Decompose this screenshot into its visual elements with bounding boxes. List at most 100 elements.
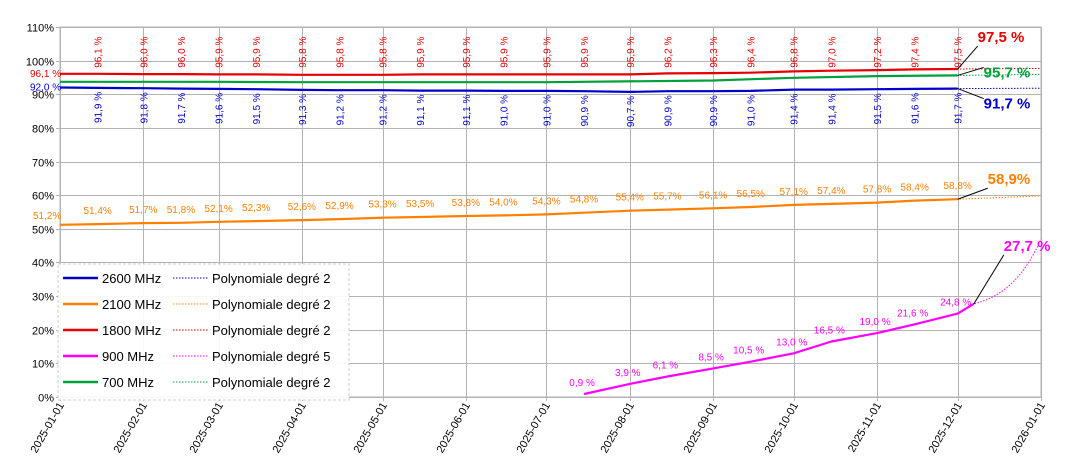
data-label-2600-mhz: 91,0 % [747,95,758,126]
data-label-1800-mhz: 95,9 % [462,37,473,68]
data-label-1800-mhz: 96,0 % [177,37,188,68]
x-tick-label: 2026-01-01 [1010,401,1049,456]
data-label-2600-mhz: 90,7 % [626,96,637,127]
data-label-2600-mhz: 91,5 % [252,93,263,124]
data-label-1800-mhz: 95,8 % [379,37,390,68]
data-label-2100-mhz: 56,5% [737,189,765,200]
data-label-1800-mhz: 95,8 % [298,37,309,68]
y-tick-label: 110% [27,23,55,35]
data-label-2600-mhz: 92,0 % [30,83,61,94]
data-label-2100-mhz: 57,4% [817,186,845,197]
data-label-2100-mhz: 52,9% [325,201,353,212]
data-label-1800-mhz: 96,4 % [747,37,758,68]
data-label-2100-mhz: 52,3% [242,203,270,214]
data-label-2600-mhz: 91,0 % [499,95,510,126]
series-line-700-mhz [60,74,958,84]
data-label-1800-mhz: 95,9 % [416,37,427,68]
data-label-2600-mhz: 91,3 % [298,94,309,125]
data-labels: 92,0 % 91,9 % 91,8 % 91,7 % 91,6 % 91,5 % 91,3… [30,37,972,389]
data-label-1800-mhz: 96,0 % [139,37,150,68]
data-label-2600-mhz: 91,1 % [462,94,473,125]
y-axis-ticks: 0% 10% 20% 30% 40% 50% 60% 70% 80% 90% 100% 110% [26,23,54,405]
x-tick-label: 2025-01-01 [29,401,68,456]
y-tick-label: 40% [32,258,54,270]
data-label-2100-mhz: 51,8% [167,205,195,216]
data-label-2100-mhz: 55,7% [653,192,681,203]
data-label-2600-mhz: 91,5 % [873,93,884,124]
data-label-2600-mhz: 91,0 % [542,95,553,126]
data-label-1800-mhz: 95,9 % [626,37,637,68]
data-label-1800-mhz: 96,2 % [663,37,674,68]
data-label-2600-mhz: 91,7 % [177,92,188,123]
y-tick-label: 100% [26,57,54,69]
data-label-2100-mhz: 52,6% [288,202,316,213]
x-tick-label: 2025-03-01 [188,401,227,456]
data-label-2100-mhz: 53,5% [406,199,434,210]
end-label-2100-mhz: 58,9% [988,171,1031,188]
end-label-700-mhz: 95,7 % [984,64,1031,81]
data-label-2600-mhz: 91,4 % [790,93,801,124]
data-label-1800-mhz: 96,8 % [790,37,801,68]
y-tick-label: 60% [32,191,54,203]
data-label-2100-mhz: 51,2% [33,211,61,222]
data-label-1800-mhz: 96,3 % [709,37,720,68]
data-label-900-mhz: 16,5 % [814,326,845,337]
data-label-2600-mhz: 91,8 % [139,92,150,123]
data-label-2100-mhz: 57,1% [780,187,808,198]
data-label-2600-mhz: 90,9 % [709,95,720,126]
data-label-1800-mhz: 97,5 % [954,37,965,68]
x-tick-label: 2025-11-01 [846,401,884,455]
x-tick-label: 2025-10-01 [763,401,802,456]
data-label-1800-mhz: 95,9 % [580,37,591,68]
data-label-900-mhz: 0,9 % [569,378,595,389]
data-label-2100-mhz: 51,4% [83,206,111,217]
series-line-900-mhz [583,302,975,396]
x-tick-label: 2025-07-01 [515,401,554,456]
legend-trend-label-900-mhz: Polynomiale degré 5 [212,349,331,364]
data-label-900-mhz: 10,5 % [733,346,764,357]
data-label-1800-mhz: 95,9 % [252,37,263,68]
legend: 2600 MHz Polynomiale degré 2 2100 MHz Polyn… [57,263,350,401]
end-label-2600-mhz: 91,7 % [984,96,1031,113]
data-label-900-mhz: 6,1 % [653,360,679,371]
data-label-2100-mhz: 54,8% [570,195,598,206]
legend-label-2600-mhz: 2600 MHz [102,271,161,286]
x-tick-label: 2025-05-01 [352,401,391,456]
data-label-2600-mhz: 91,6 % [911,93,922,124]
data-label-2100-mhz: 53,3% [368,200,396,211]
data-label-900-mhz: 21,6 % [897,308,928,319]
legend-trend-label-700-mhz: Polynomiale degré 2 [212,375,331,390]
data-label-2100-mhz: 56,1% [699,190,727,201]
data-label-2600-mhz: 91,4 % [827,93,838,124]
series-line-1800-mhz [60,67,958,76]
data-label-2600-mhz: 91,6 % [215,93,226,124]
x-tick-label: 2025-02-01 [112,401,151,456]
x-tick-label: 2025-06-01 [435,401,474,456]
data-label-2100-mhz: 51,7% [129,205,157,216]
legend-label-900-mhz: 900 MHz [102,349,154,364]
data-label-2600-mhz: 91,9 % [94,92,105,123]
y-tick-label: 20% [32,326,54,338]
data-label-2100-mhz: 53,8% [452,198,480,209]
data-label-900-mhz: 24,8 % [940,298,971,309]
end-labels: 91,7 % 58,9% 97,5 % 27,7 % 95,7 % [957,29,1051,305]
y-tick-label: 10% [32,359,54,371]
data-label-1800-mhz: 97,2 % [873,37,884,68]
series-line-2600-mhz [59,86,958,93]
data-label-900-mhz: 3,9 % [615,368,641,379]
legend-box [57,263,350,401]
legend-trend-label-2100-mhz: Polynomiale degré 2 [212,297,331,312]
data-label-2600-mhz: 91,7 % [954,92,965,123]
y-tick-label: 90% [32,90,54,102]
end-label-leader [957,187,988,200]
y-tick-label: 70% [32,158,54,170]
data-label-2600-mhz: 91,2 % [379,94,390,125]
data-label-1800-mhz: 97,4 % [911,37,922,68]
data-label-1800-mhz: 95,9 % [499,37,510,68]
y-tick-label: 80% [32,124,54,136]
legend-label-1800-mhz: 1800 MHz [102,323,161,338]
end-label-900-mhz: 27,7 % [1004,238,1051,255]
x-tick-label: 2025-09-01 [682,401,721,456]
data-label-2100-mhz: 58,8% [944,181,972,192]
